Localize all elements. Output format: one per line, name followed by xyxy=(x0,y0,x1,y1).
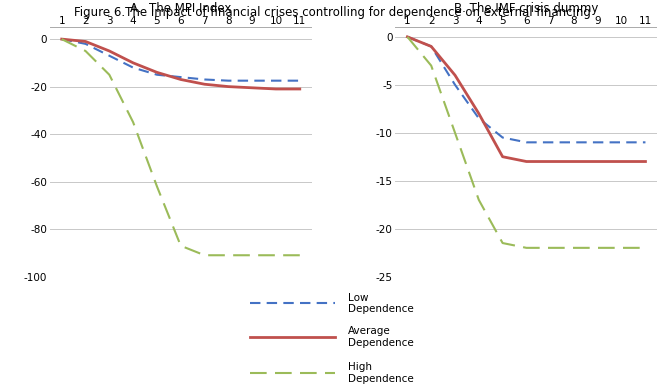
Title: B. The IMF crisis dummy: B. The IMF crisis dummy xyxy=(454,2,599,15)
Title: A.  The MPI Index: A. The MPI Index xyxy=(130,2,232,15)
Text: Low
Dependence: Low Dependence xyxy=(347,293,413,314)
Text: High
Dependence: High Dependence xyxy=(347,362,413,384)
Text: Figure 6.The impact of financial crises controlling for dependence on external f: Figure 6.The impact of financial crises … xyxy=(74,6,590,19)
Text: Average
Dependence: Average Dependence xyxy=(347,326,413,348)
